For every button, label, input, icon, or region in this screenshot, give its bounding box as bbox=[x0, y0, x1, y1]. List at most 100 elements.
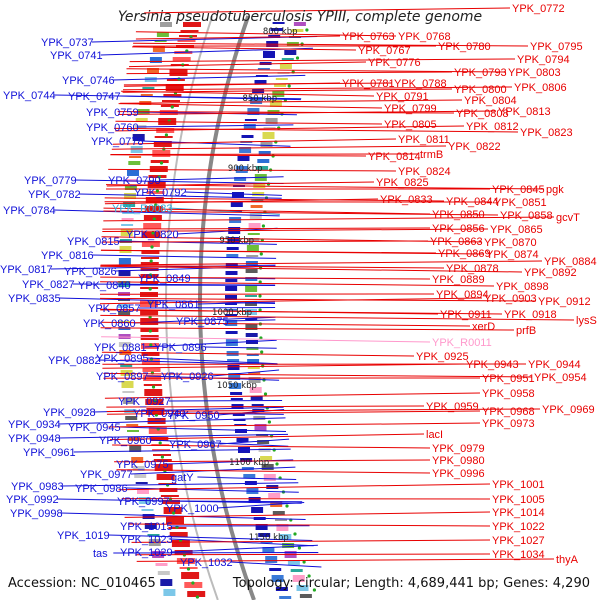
left-gene-label[interactable]: YPK_0882 bbox=[48, 355, 101, 367]
right-gene-label[interactable]: YPK_0805 bbox=[384, 119, 437, 131]
right-gene-label[interactable]: YPK_0944 bbox=[528, 359, 581, 371]
left-gene-label[interactable]: YPK_0816 bbox=[41, 250, 94, 262]
left-gene-label[interactable]: YPK_0928 bbox=[43, 407, 96, 419]
left-gene-label[interactable]: YPK_0983 bbox=[11, 481, 64, 493]
left-gene-label[interactable]: YPK_1000 bbox=[166, 503, 219, 515]
left-gene-label[interactable]: YPK_0790 bbox=[108, 175, 161, 187]
left-gene-label[interactable]: YPK_0967 bbox=[169, 439, 222, 451]
left-gene-label[interactable]: YPK_1023 bbox=[120, 534, 173, 546]
left-gene-label[interactable]: YPK_1032 bbox=[180, 557, 233, 569]
right-gene-label[interactable]: YPK_0969 bbox=[542, 404, 595, 416]
right-gene-label[interactable]: YPK_0973 bbox=[482, 418, 535, 430]
right-gene-label[interactable]: YPK_0794 bbox=[517, 54, 570, 66]
left-gene-label[interactable]: YPK_0826 bbox=[64, 266, 117, 278]
left-gene-label[interactable]: YPK_0998 bbox=[10, 508, 63, 520]
left-gene-label[interactable]: YPK_0927 bbox=[118, 396, 171, 408]
left-gene-label[interactable]: YPK_0896 bbox=[154, 342, 207, 354]
left-gene-label[interactable]: YPK_0881 bbox=[94, 342, 147, 354]
left-gene-label[interactable]: YPK_0759 bbox=[86, 107, 139, 119]
left-gene-label[interactable]: YPK_0997 bbox=[117, 496, 170, 508]
right-gene-label[interactable]: YPK_0856 bbox=[432, 223, 485, 235]
left-gene-label[interactable]: YPK_0895 bbox=[96, 353, 149, 365]
right-gene-label[interactable]: YPK_0925 bbox=[416, 351, 469, 363]
right-gene-label[interactable]: YPK_0844 bbox=[446, 196, 499, 208]
right-gene-label[interactable]: YPK_0825 bbox=[376, 177, 429, 189]
right-gene-label[interactable]: YPK_0795 bbox=[530, 41, 583, 53]
right-gene-label[interactable]: YPK_0979 bbox=[432, 443, 485, 455]
right-gene-label[interactable]: YPK_0918 bbox=[504, 309, 557, 321]
right-gene-label[interactable]: YPK_0865 bbox=[490, 224, 543, 236]
right-gene-label[interactable]: xerD bbox=[472, 321, 495, 333]
right-gene-label[interactable]: YPK_0812 bbox=[466, 121, 519, 133]
left-gene-label[interactable]: YPK_0792 bbox=[134, 187, 187, 199]
right-gene-label[interactable]: YPK_0793 bbox=[454, 67, 507, 79]
right-gene-label[interactable]: YPK_1027 bbox=[492, 535, 545, 547]
left-gene-label[interactable]: YPK_0975 bbox=[116, 459, 169, 471]
right-gene-label[interactable]: YPK_R0011 bbox=[432, 337, 492, 349]
right-gene-label[interactable]: YPK_0799 bbox=[384, 103, 437, 115]
right-gene-label[interactable]: YPK_0892 bbox=[524, 267, 577, 279]
right-gene-label[interactable]: YPK_0878 bbox=[446, 263, 499, 275]
right-gene-label[interactable]: YPK_1014 bbox=[492, 507, 545, 519]
left-gene-label[interactable]: YPK_0778 bbox=[91, 136, 144, 148]
right-gene-label[interactable]: YPK_0822 bbox=[448, 141, 501, 153]
right-gene-label[interactable]: YPK_0772 bbox=[512, 3, 565, 15]
left-gene-label[interactable]: YPK_0860 bbox=[83, 318, 136, 330]
right-gene-label[interactable]: YPK_0845 bbox=[492, 184, 545, 196]
right-gene-label[interactable]: YPK_0958 bbox=[482, 388, 535, 400]
right-gene-label[interactable]: YPK_0894 bbox=[436, 289, 489, 301]
right-gene-label[interactable]: YPK_0954 bbox=[534, 372, 587, 384]
right-gene-label[interactable]: YPK_0943 bbox=[466, 359, 519, 371]
left-gene-label[interactable]: YPK_0744 bbox=[3, 90, 56, 102]
right-gene-label[interactable]: gcvT bbox=[556, 212, 580, 224]
left-gene-label[interactable]: YPK_0815 bbox=[67, 236, 120, 248]
left-gene-label[interactable]: YPK_0741 bbox=[50, 50, 103, 62]
right-gene-label[interactable]: YPK_0813 bbox=[498, 106, 551, 118]
right-gene-label[interactable]: YPK_0951 bbox=[482, 373, 535, 385]
left-gene-label[interactable]: YPK_0950 bbox=[167, 410, 220, 422]
right-gene-label[interactable]: YPK_0833 bbox=[380, 194, 433, 206]
right-gene-label[interactable]: YPK_0804 bbox=[464, 95, 517, 107]
right-gene-label[interactable]: YPK_0912 bbox=[538, 296, 591, 308]
left-gene-label[interactable]: YPK_1029 bbox=[120, 547, 173, 559]
left-gene-label[interactable]: YPK_0782 bbox=[28, 189, 81, 201]
right-gene-label[interactable]: YPK_1001 bbox=[492, 479, 545, 491]
right-gene-label[interactable]: YPK_0874 bbox=[486, 249, 539, 261]
left-gene-label[interactable]: YPK_0960 bbox=[99, 435, 152, 447]
right-gene-label[interactable]: YPK_0823 bbox=[520, 127, 573, 139]
right-gene-label[interactable]: YPK_0898 bbox=[496, 281, 549, 293]
left-gene-label[interactable]: YPK_0817 bbox=[0, 264, 53, 276]
right-gene-label[interactable]: YPK_0863 bbox=[430, 236, 483, 248]
right-gene-label[interactable]: YPK_1022 bbox=[492, 521, 545, 533]
left-gene-label[interactable]: tas bbox=[93, 548, 108, 560]
left-gene-label[interactable]: YPK_1015 bbox=[120, 521, 173, 533]
right-gene-label[interactable]: YPK_1005 bbox=[492, 494, 545, 506]
right-gene-label[interactable]: YPK_0788 bbox=[394, 78, 447, 90]
right-gene-label[interactable]: YPK_0811 bbox=[398, 134, 450, 146]
left-gene-label[interactable]: YPK_0934 bbox=[8, 419, 61, 431]
right-gene-label[interactable]: YPK_1034 bbox=[492, 549, 545, 561]
left-gene-label[interactable]: YPK_0977 bbox=[80, 469, 133, 481]
right-gene-label[interactable]: YPK_0870 bbox=[484, 237, 537, 249]
left-gene-label[interactable]: YPK_0840 bbox=[78, 280, 131, 292]
right-gene-label[interactable]: YPK_0980 bbox=[432, 455, 485, 467]
right-gene-label[interactable]: YPK_0806 bbox=[514, 82, 567, 94]
right-gene-label[interactable]: YPK_0776 bbox=[368, 57, 421, 69]
right-gene-label[interactable]: YPK_0768 bbox=[398, 31, 451, 43]
left-gene-label[interactable]: YPK_0784 bbox=[3, 205, 56, 217]
right-gene-label[interactable]: thyA bbox=[556, 554, 579, 566]
left-gene-label[interactable]: YPK_0779 bbox=[24, 175, 77, 187]
right-gene-label[interactable]: YPK_0800 bbox=[454, 84, 507, 96]
left-gene-label[interactable]: YPK_0747 bbox=[68, 91, 121, 103]
left-gene-label[interactable]: YPK_0760 bbox=[86, 122, 139, 134]
right-gene-label[interactable]: YPK_0824 bbox=[398, 166, 451, 178]
right-gene-label[interactable]: YPK_0803 bbox=[508, 67, 561, 79]
left-gene-label[interactable]: YPK_0926 bbox=[161, 371, 214, 383]
right-gene-label[interactable]: YPK_0763 bbox=[342, 31, 395, 43]
left-gene-label[interactable]: YPK_0875 bbox=[176, 316, 229, 328]
right-gene-label[interactable]: pgk bbox=[546, 184, 564, 196]
right-gene-label[interactable]: YPK_0889 bbox=[432, 274, 485, 286]
right-gene-label[interactable]: YPK_0780 bbox=[438, 41, 491, 53]
left-gene-label[interactable]: YPK_0849 bbox=[138, 273, 191, 285]
right-gene-label[interactable]: YPK_0858 bbox=[500, 210, 553, 222]
